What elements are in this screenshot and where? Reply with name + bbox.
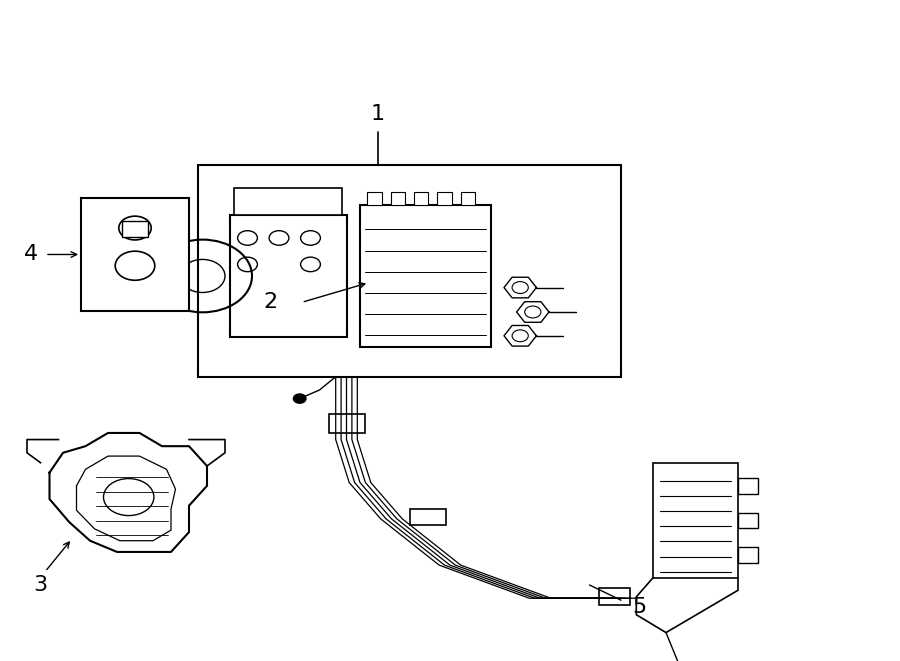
Bar bbox=[461, 192, 475, 205]
Bar bbox=[391, 192, 405, 205]
Bar bbox=[738, 513, 758, 529]
Bar bbox=[234, 188, 342, 215]
Bar bbox=[738, 547, 758, 563]
Bar bbox=[198, 165, 621, 377]
Bar bbox=[367, 192, 382, 205]
Bar bbox=[360, 205, 490, 347]
Bar bbox=[652, 463, 738, 578]
Bar bbox=[328, 414, 364, 433]
Text: 3: 3 bbox=[33, 575, 48, 595]
Text: 1: 1 bbox=[371, 104, 385, 124]
Text: 2: 2 bbox=[263, 292, 277, 313]
Bar bbox=[410, 509, 446, 525]
Bar bbox=[738, 478, 758, 494]
Bar bbox=[230, 215, 346, 337]
Text: 4: 4 bbox=[24, 245, 39, 264]
Text: 5: 5 bbox=[632, 597, 646, 617]
Bar bbox=[437, 192, 452, 205]
Circle shape bbox=[293, 394, 306, 403]
Bar bbox=[122, 221, 148, 237]
Bar bbox=[598, 588, 630, 605]
Bar bbox=[414, 192, 428, 205]
Bar bbox=[81, 198, 189, 311]
